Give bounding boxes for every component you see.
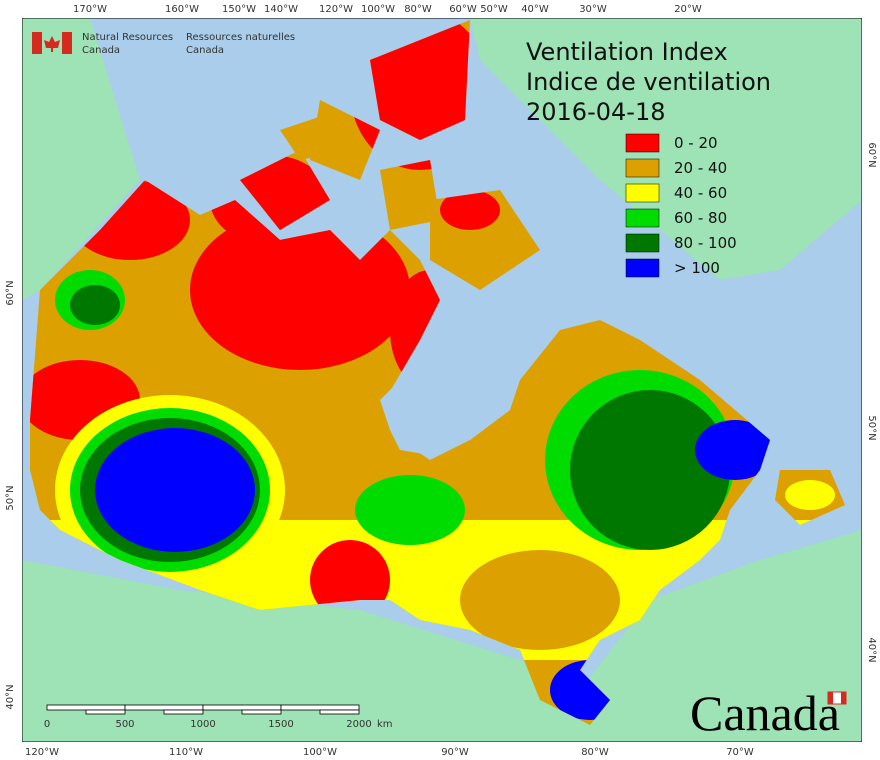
longitude-label: 100°W [361, 4, 395, 15]
wordmark: Canada [690, 685, 847, 741]
longitude-label: 40°W [521, 4, 549, 15]
agency-fr: Ressources naturelles [186, 32, 295, 43]
legend-label: 80 - 100 [674, 234, 737, 252]
longitude-label: 70°W [726, 747, 754, 758]
subtitle: Indice de ventilation [526, 68, 771, 96]
title: Ventilation Index [526, 38, 728, 66]
longitude-label: 160°W [165, 4, 199, 15]
agency-en: Natural Resources [82, 32, 173, 43]
scale-segment [124, 704, 204, 711]
scale-segment [163, 709, 204, 715]
longitude-label: 20°W [674, 4, 702, 15]
latitude-label: 50°N [5, 485, 16, 510]
scale-label: 2000 [346, 719, 371, 730]
agency-fr: Canada [186, 45, 224, 56]
longitude-label: 120°W [319, 4, 353, 15]
greenland [470, 18, 862, 280]
graticule-labels: 170°W 160°W 150°W 140°W 120°W 100°W 80°W 60°W 50… [5, 4, 877, 758]
hudson-bay [380, 340, 510, 455]
scale-segment [202, 704, 282, 711]
longitude-label: 30°W [579, 4, 607, 15]
latitude-label: 60°N [5, 280, 16, 305]
legend-swatch [625, 133, 660, 153]
legend-swatch [625, 183, 660, 203]
longitude-label: 100°W [303, 747, 337, 758]
longitude-label: 170°W [73, 4, 107, 15]
scale-segment [319, 709, 360, 715]
scale-segment [280, 704, 360, 711]
scale-bar: 0 500 1000 1500 2000 km [44, 704, 393, 730]
united-states [22, 530, 862, 742]
longitude-label: 150°W [222, 4, 256, 15]
scale-label: 0 [44, 719, 50, 730]
legend-swatch [625, 233, 660, 253]
legend-label: 60 - 80 [674, 209, 727, 227]
map-area [22, 18, 862, 742]
scale-label: 1000 [190, 719, 215, 730]
latitude-label: 60°N [866, 142, 877, 167]
longitude-label: 110°W [169, 747, 203, 758]
latitude-label: 40°N [866, 637, 877, 662]
agency-en: Canada [82, 45, 120, 56]
scale-segment [85, 709, 126, 715]
latitude-label: 40°N [5, 684, 16, 709]
legend-swatch [625, 258, 660, 278]
scale-segment [241, 709, 282, 715]
date: 2016-04-18 [526, 98, 665, 126]
legend-label: 0 - 20 [674, 134, 718, 152]
latitude-label: 50°N [866, 415, 877, 440]
longitude-label: 80°W [404, 4, 432, 15]
wordmark-text: Canada [690, 685, 840, 741]
scale-label: 500 [115, 719, 134, 730]
longitude-label: 50°W [480, 4, 508, 15]
longitude-label: 120°W [25, 747, 59, 758]
legend-label: 40 - 60 [674, 184, 727, 202]
scale-segment [46, 704, 126, 711]
longitude-label: 80°W [581, 747, 609, 758]
legend-label: > 100 [674, 259, 720, 277]
alaska [22, 18, 140, 300]
agency: Natural Resources Canada Ressources natu… [32, 32, 295, 56]
longitude-label: 140°W [264, 4, 298, 15]
legend-label: 20 - 40 [674, 159, 727, 177]
legend-swatch [625, 208, 660, 228]
scale-unit: km [377, 719, 393, 730]
legend-swatch [625, 158, 660, 178]
scale-label: 1500 [268, 719, 293, 730]
longitude-label: 60°W [449, 4, 477, 15]
longitude-label: 90°W [441, 747, 469, 758]
legend: 0 - 20 20 - 40 40 - 60 60 - 80 80 - 100 > 100 [625, 133, 737, 278]
